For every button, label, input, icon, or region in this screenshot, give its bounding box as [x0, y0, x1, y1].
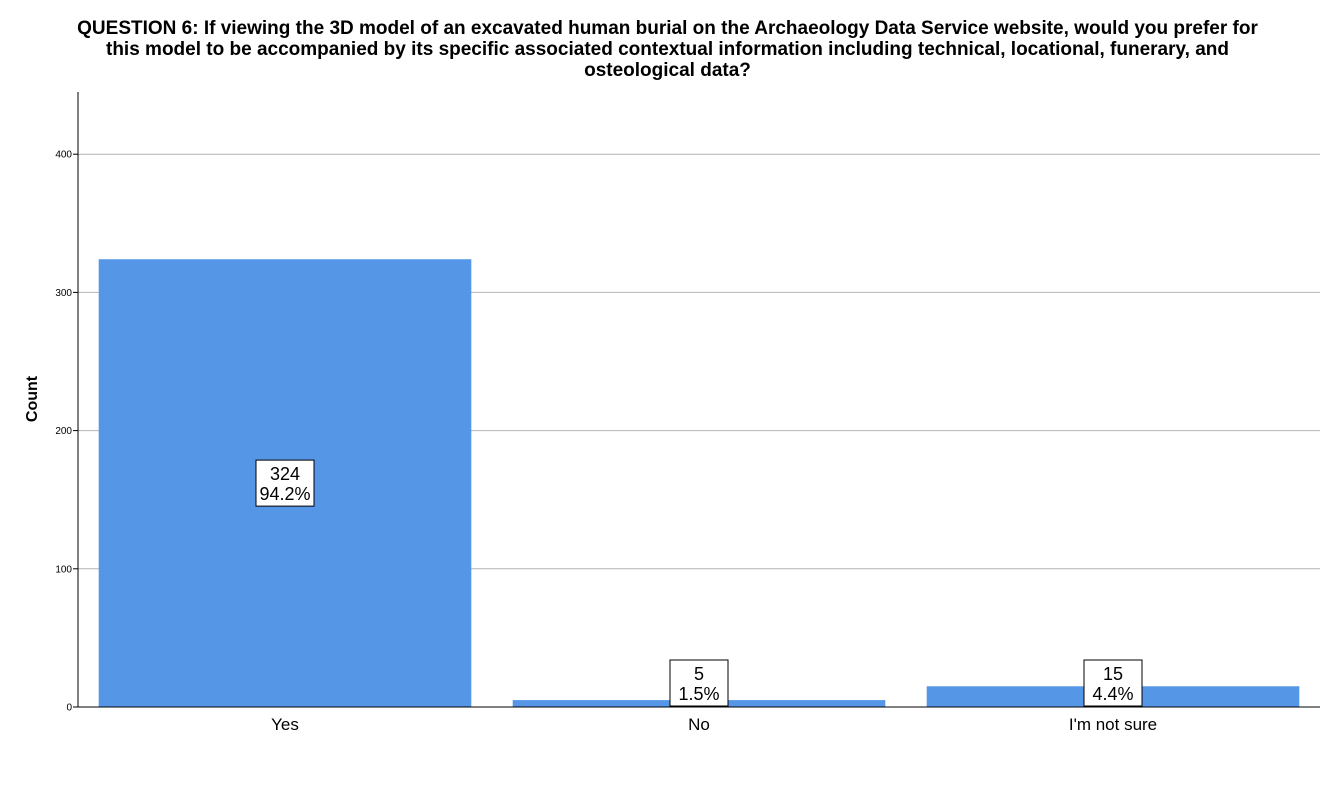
- y-tick-label: 300: [55, 288, 72, 299]
- x-tick-label: I'm not sure: [1069, 715, 1157, 734]
- chart-title-line-1: QUESTION 6: If viewing the 3D model of a…: [77, 18, 1258, 39]
- y-tick-label: 400: [55, 150, 72, 161]
- chart-title-line-3: osteological data?: [584, 60, 751, 81]
- data-label-count: 324: [270, 464, 300, 484]
- data-label: 154.4%: [1083, 659, 1143, 707]
- data-label-percent: 4.4%: [1092, 684, 1133, 704]
- data-label-count: 15: [1103, 664, 1123, 684]
- y-tick-label: 100: [55, 564, 72, 575]
- data-label-box: [669, 659, 729, 707]
- chart-title: QUESTION 6: If viewing the 3D model of a…: [0, 18, 1335, 81]
- data-label-percent: 1.5%: [678, 684, 719, 704]
- data-label: 51.5%: [669, 659, 729, 707]
- axis-layer: 0 100 200 300 400 Yes No I'm not sure: [55, 92, 1320, 734]
- data-label-box: [1083, 659, 1143, 707]
- y-tick-label: 200: [55, 426, 72, 437]
- y-tick-label: 0: [66, 703, 72, 714]
- data-label-percent: 94.2%: [259, 484, 310, 504]
- y-axis-title: Count: [24, 375, 41, 422]
- data-label-box: [255, 459, 315, 507]
- data-label-count: 5: [694, 664, 704, 684]
- x-tick-label: Yes: [271, 715, 299, 734]
- x-tick-label: No: [688, 715, 710, 734]
- chart-title-line-2: this model to be accompanied by its spec…: [106, 39, 1229, 60]
